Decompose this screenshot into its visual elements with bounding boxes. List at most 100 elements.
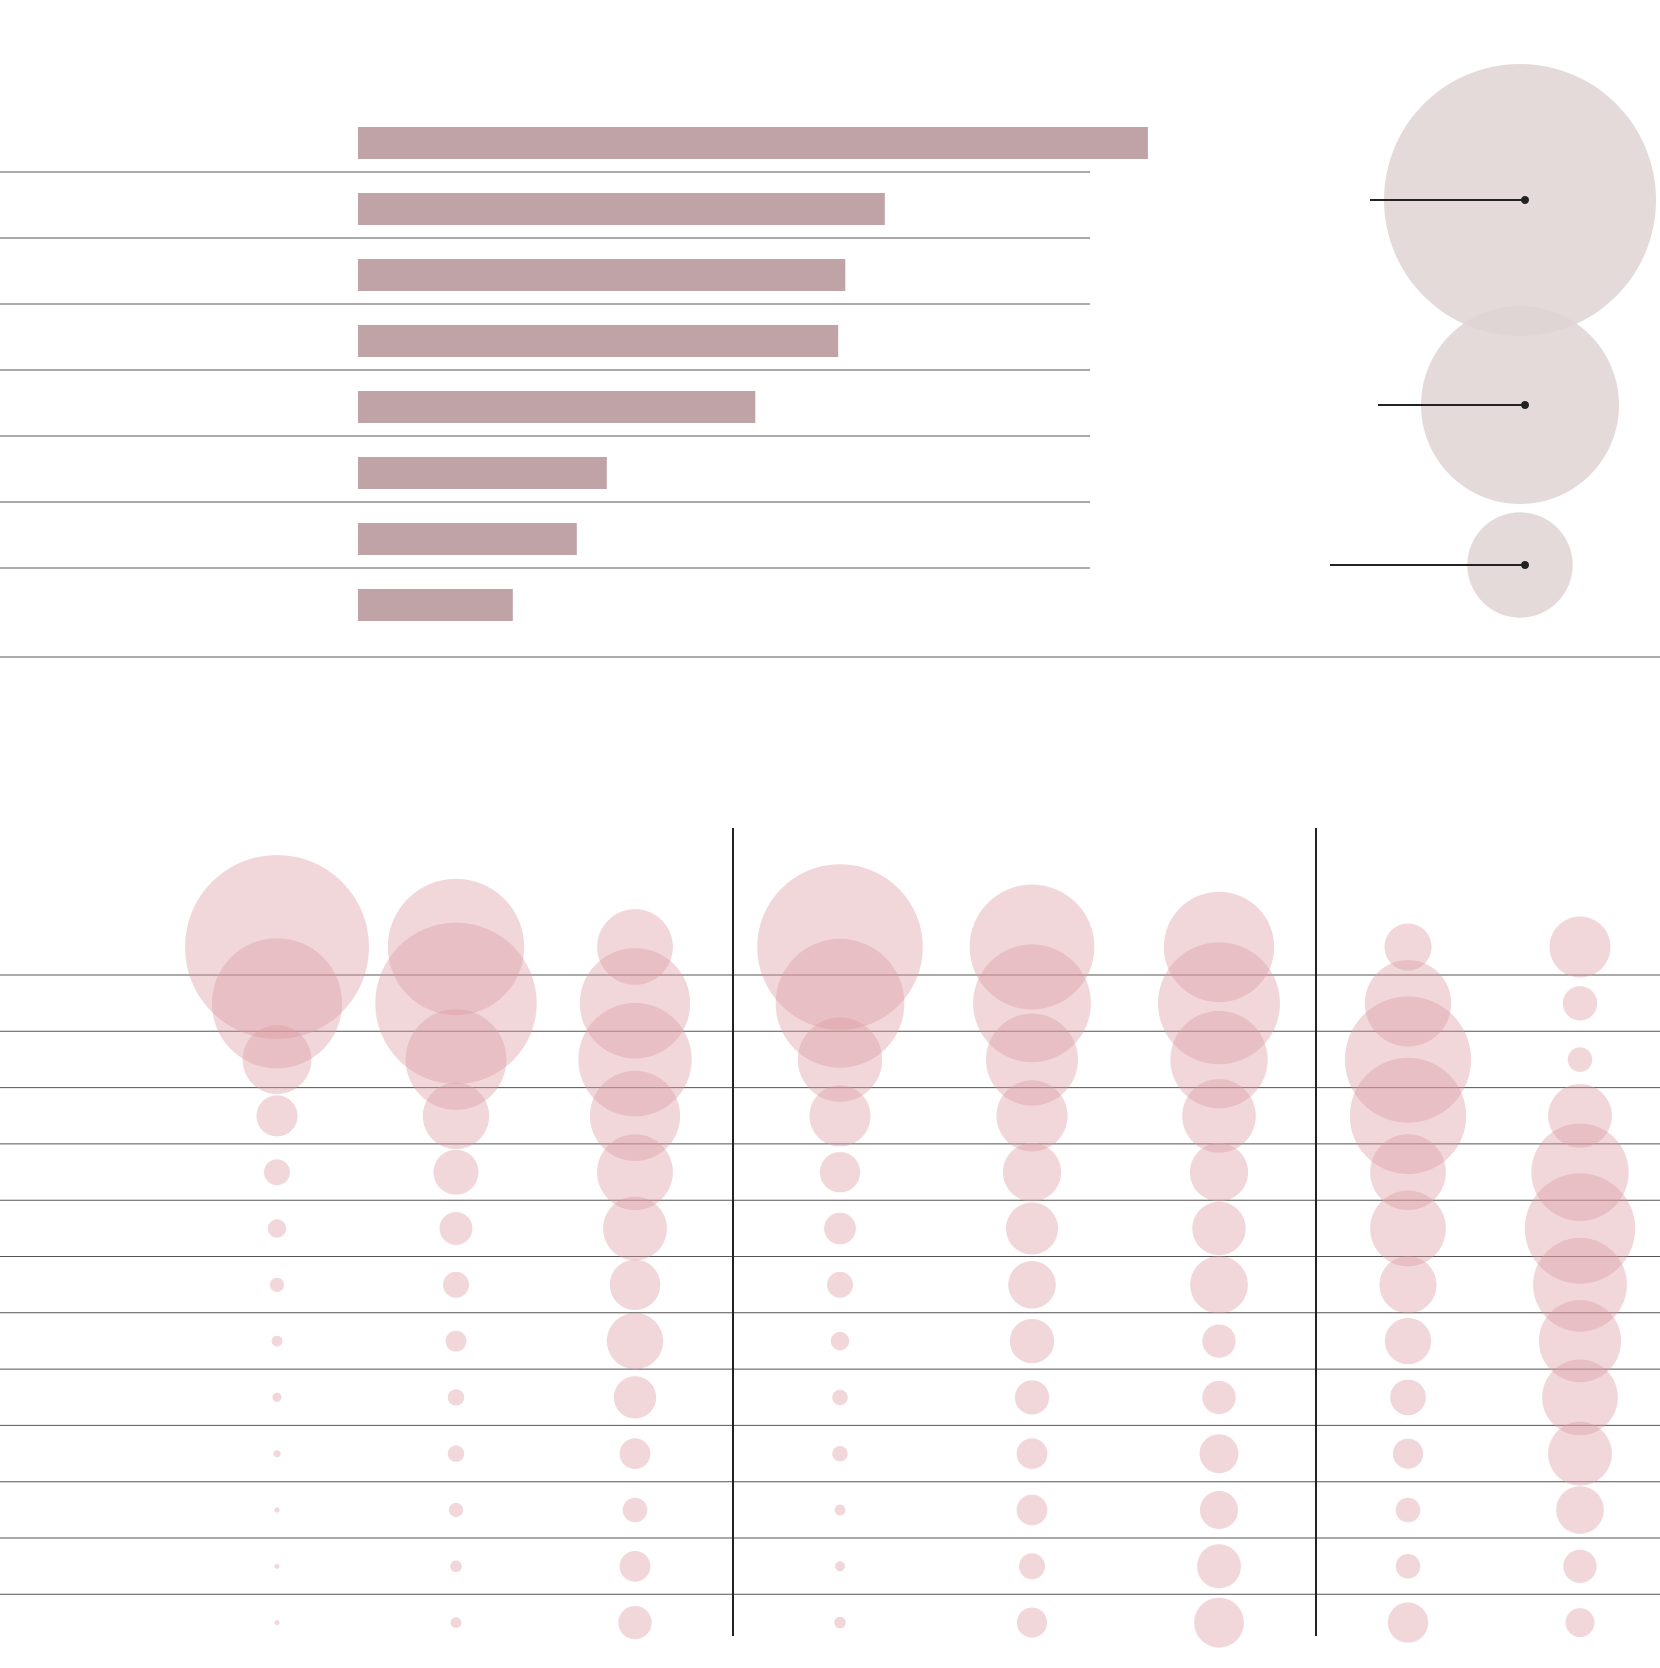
matrix-bubble <box>1163 891 1275 1003</box>
matrix-bubble <box>1202 1380 1236 1415</box>
matrix-bubble <box>1538 1300 1622 1383</box>
matrix-bubble <box>405 1009 507 1110</box>
matrix-bubble <box>1379 1256 1437 1314</box>
matrix-bubble <box>242 1025 312 1094</box>
matrix-bubble <box>1158 942 1280 1065</box>
matrix-bubble <box>1016 1494 1048 1526</box>
matrix-bubble <box>834 1504 846 1516</box>
matrix-bubble <box>1395 1497 1421 1523</box>
matrix-bubble <box>1542 1359 1618 1436</box>
matrix-bubble <box>1199 1434 1239 1474</box>
matrix-bubble <box>375 922 537 1084</box>
matrix-bubble <box>185 855 369 1039</box>
matrix-bubble <box>1016 1607 1048 1638</box>
matrix-bubble <box>969 884 1095 1010</box>
bubble-matrix-chart <box>0 828 1660 1648</box>
matrix-bubble <box>1344 996 1472 1123</box>
bar <box>358 259 846 291</box>
matrix-bubble <box>439 1212 473 1245</box>
matrix-bubble <box>1182 1079 1256 1153</box>
matrix-bubble <box>1190 1256 1248 1314</box>
matrix-bubble <box>579 948 691 1059</box>
matrix-bubble <box>597 909 673 985</box>
matrix-bubble <box>1192 1201 1246 1256</box>
matrix-bubble <box>1009 1318 1055 1364</box>
matrix-bubble <box>578 1002 692 1117</box>
matrix-bubble <box>973 944 1091 1063</box>
matrix-bubble <box>1567 1047 1593 1072</box>
matrix-bubble <box>1548 1421 1612 1486</box>
bar <box>358 523 577 555</box>
bar-chart <box>0 127 1148 621</box>
matrix-bubble <box>1006 1202 1058 1255</box>
matrix-bubble <box>1387 1602 1429 1643</box>
matrix-bubble <box>256 1095 298 1137</box>
matrix-bubble <box>211 938 343 1069</box>
matrix-bubble <box>1349 1057 1467 1175</box>
matrix-bubble <box>757 864 923 1030</box>
matrix-bubble <box>1548 1084 1612 1148</box>
matrix-bubble <box>622 1497 648 1523</box>
matrix-bubble <box>1556 1486 1604 1534</box>
bar <box>358 457 607 489</box>
matrix-bubble <box>267 1219 287 1238</box>
matrix-bubble <box>1370 1134 1446 1211</box>
matrix-bubble <box>1390 1379 1426 1416</box>
matrix-bubble <box>809 1085 871 1147</box>
matrix-bubble <box>618 1605 652 1640</box>
legend-leader-dot <box>1521 401 1529 409</box>
matrix-bubble <box>1562 986 1598 1021</box>
matrix-bubble <box>824 1212 856 1245</box>
matrix-bubble <box>1014 1380 1050 1415</box>
matrix-bubble <box>835 1561 845 1572</box>
matrix-bubble <box>1395 1554 1421 1579</box>
matrix-bubble <box>832 1389 848 1406</box>
matrix-bubble <box>447 1445 465 1462</box>
matrix-bubble <box>1008 1261 1056 1309</box>
matrix-bubble <box>1197 1544 1241 1589</box>
matrix-bubble <box>1565 1608 1595 1638</box>
matrix-bubble <box>1533 1237 1627 1332</box>
matrix-bubble <box>830 1331 850 1351</box>
matrix-bubble <box>834 1616 846 1629</box>
matrix-bubble <box>1370 1190 1446 1267</box>
bar <box>358 325 839 357</box>
matrix-bubble <box>433 1149 479 1195</box>
legend-leader-dot <box>1521 196 1529 204</box>
matrix-bubble <box>448 1502 464 1518</box>
matrix-bubble <box>1364 960 1452 1047</box>
matrix-bubble <box>1199 1490 1239 1530</box>
matrix-bubble <box>1563 1549 1597 1584</box>
matrix-bubble <box>819 1152 861 1193</box>
matrix-bubble <box>1384 923 1432 971</box>
matrix-bubble <box>264 1159 290 1186</box>
matrix-bubble <box>273 1450 281 1458</box>
matrix-bubble <box>1016 1438 1048 1470</box>
matrix-bubble <box>1170 1010 1268 1109</box>
matrix-bubble <box>832 1446 848 1462</box>
matrix-bubble <box>606 1313 664 1370</box>
matrix-bubble <box>272 1392 282 1402</box>
matrix-bubble <box>797 1017 883 1102</box>
matrix-bubble <box>450 1617 462 1628</box>
matrix-bubble <box>387 878 525 1016</box>
matrix-bubble <box>450 1560 462 1573</box>
matrix-bubble <box>445 1330 467 1352</box>
matrix-bubble <box>271 1335 283 1347</box>
matrix-bubble <box>1194 1597 1244 1648</box>
matrix-bubble <box>447 1389 465 1406</box>
matrix-bubble <box>1549 916 1611 978</box>
matrix-bubble <box>619 1438 651 1470</box>
matrix-bubble <box>775 938 905 1068</box>
matrix-bubble <box>1392 1438 1424 1469</box>
matrix-bubble <box>1202 1324 1236 1358</box>
matrix-bubble <box>1531 1123 1629 1221</box>
matrix-bubble <box>1019 1553 1045 1580</box>
matrix-bubble <box>619 1550 651 1582</box>
matrix-bubble <box>422 1082 490 1150</box>
bar <box>358 127 1148 159</box>
legend-leader-dot <box>1521 561 1529 569</box>
matrix-bubble <box>274 1507 280 1513</box>
matrix-bubble <box>269 1277 285 1292</box>
